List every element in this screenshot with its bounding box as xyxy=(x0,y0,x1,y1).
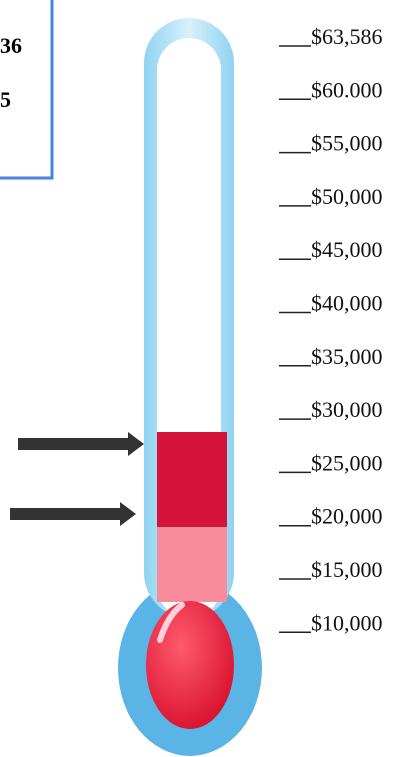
scale-label: $63,586 xyxy=(311,24,383,49)
scale-label: $30,000 xyxy=(311,397,383,422)
scale-label: $25,000 xyxy=(311,450,383,475)
thermometer xyxy=(118,18,262,756)
scale-label: $35,000 xyxy=(311,344,383,369)
scale-label: $10,000 xyxy=(311,610,383,635)
scale: $63,586 $60.000 $55,000 $50,000 $45,000 $40,0… xyxy=(279,24,383,635)
goal-box-line: 5 xyxy=(0,87,11,112)
scale-label: $45,000 xyxy=(311,237,383,262)
fill-pink xyxy=(157,527,227,602)
scale-label: $20,000 xyxy=(311,504,383,529)
scale-label: $60.000 xyxy=(311,77,383,102)
scale-label: $50,000 xyxy=(311,184,383,209)
arrows xyxy=(10,432,144,526)
thermometer-page: 36 5 $63,586 $60.000 $55,000 $50,000 $45,000… xyxy=(0,0,419,757)
fill-red xyxy=(157,432,227,527)
scale-label: $15,000 xyxy=(311,557,383,582)
goal-box-line: 36 xyxy=(0,33,22,58)
scale-label: $55,000 xyxy=(311,131,383,156)
scale-label: $40,000 xyxy=(311,291,383,316)
